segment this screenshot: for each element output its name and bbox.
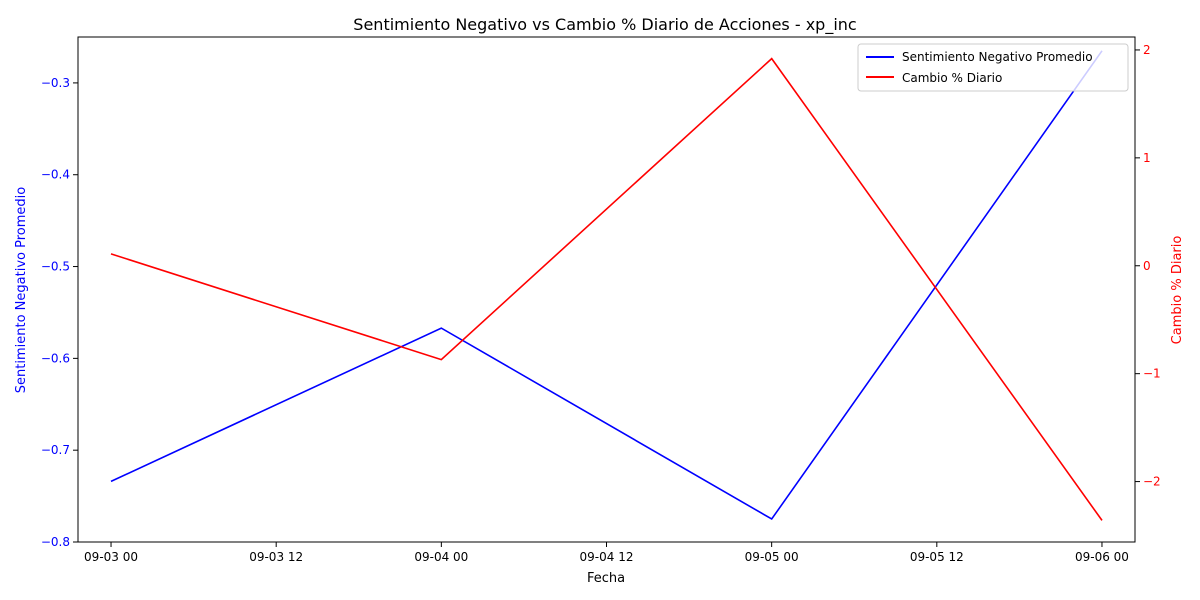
left-y-tick-label: −0.8 bbox=[41, 535, 70, 549]
left-y-tick-label: −0.7 bbox=[41, 443, 70, 457]
x-axis-ticks: 09-03 00 09-03 12 09-04 00 09-04 12 09-05 00… bbox=[84, 542, 1129, 564]
right-y-axis-ticks: −2 −1 0 1 2 bbox=[1135, 43, 1161, 489]
left-y-tick-label: −0.3 bbox=[41, 76, 70, 90]
x-tick-label: 09-05 12 bbox=[910, 550, 964, 564]
series-line-change bbox=[110, 57, 1103, 521]
x-tick-label: 09-03 00 bbox=[84, 550, 138, 564]
plot-area bbox=[77, 36, 1136, 543]
legend-label-change: Cambio % Diario bbox=[902, 71, 1002, 85]
x-axis-label: Fecha bbox=[587, 571, 625, 586]
right-y-tick-label: −2 bbox=[1143, 475, 1161, 489]
left-y-tick-label: −0.4 bbox=[41, 168, 70, 182]
right-y-tick-label: 0 bbox=[1143, 259, 1151, 273]
left-y-tick-label: −0.6 bbox=[41, 351, 70, 365]
x-tick-label: 09-06 00 bbox=[1075, 550, 1129, 564]
series-lines bbox=[110, 50, 1103, 521]
x-tick-label: 09-05 00 bbox=[745, 550, 799, 564]
legend-frame bbox=[857, 43, 1129, 92]
series-line-sentiment bbox=[110, 50, 1103, 521]
chart-title: Sentimiento Negativo vs Cambio % Diario … bbox=[353, 15, 856, 35]
right-y-tick-label: 2 bbox=[1143, 43, 1151, 57]
legend-label-sentiment: Sentimiento Negativo Promedio bbox=[902, 50, 1093, 64]
right-y-tick-label: −1 bbox=[1143, 367, 1161, 381]
legend: Sentimiento Negativo Promedio Cambio % D… bbox=[857, 43, 1129, 92]
right-y-axis-label: Cambio % Diario bbox=[1170, 236, 1185, 345]
x-tick-label: 09-04 12 bbox=[580, 550, 634, 564]
right-y-tick-label: 1 bbox=[1143, 151, 1151, 165]
left-y-axis-label: Sentimiento Negativo Promedio bbox=[14, 187, 29, 393]
x-tick-label: 09-04 00 bbox=[414, 550, 468, 564]
x-tick-label: 09-03 12 bbox=[249, 550, 303, 564]
left-y-axis-ticks: −0.8 −0.7 −0.6 −0.5 −0.4 −0.3 bbox=[41, 76, 78, 549]
left-y-tick-label: −0.5 bbox=[41, 260, 70, 274]
